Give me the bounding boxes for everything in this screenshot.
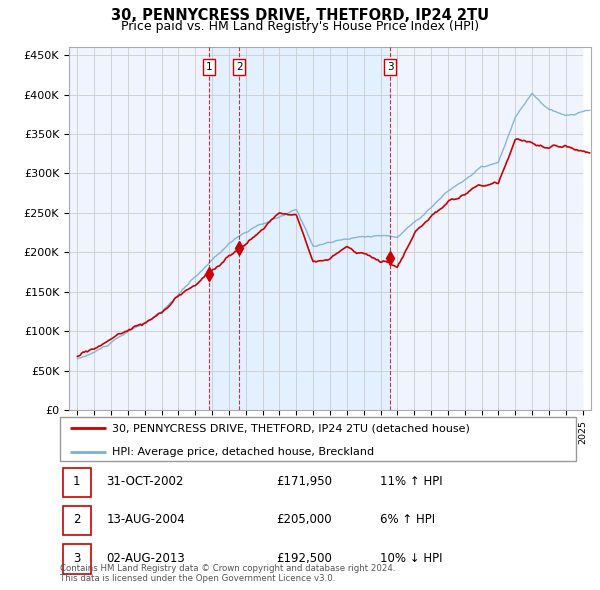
Text: 13-AUG-2004: 13-AUG-2004	[106, 513, 185, 526]
Text: Price paid vs. HM Land Registry's House Price Index (HPI): Price paid vs. HM Land Registry's House …	[121, 20, 479, 33]
Text: 1: 1	[206, 62, 212, 72]
FancyBboxPatch shape	[62, 506, 91, 535]
Bar	[583, 47, 591, 410]
Text: £171,950: £171,950	[277, 475, 333, 488]
Text: 30, PENNYCRESS DRIVE, THETFORD, IP24 2TU: 30, PENNYCRESS DRIVE, THETFORD, IP24 2TU	[111, 8, 489, 22]
Bar	[209, 47, 390, 410]
Text: 6% ↑ HPI: 6% ↑ HPI	[380, 513, 435, 526]
Text: 3: 3	[387, 62, 394, 72]
Text: 02-AUG-2013: 02-AUG-2013	[106, 552, 185, 565]
Text: 2: 2	[236, 62, 243, 72]
Text: Contains HM Land Registry data © Crown copyright and database right 2024.
This d: Contains HM Land Registry data © Crown c…	[60, 563, 395, 583]
Text: 2: 2	[73, 513, 80, 526]
Text: 31-OCT-2002: 31-OCT-2002	[106, 475, 184, 488]
FancyBboxPatch shape	[62, 468, 91, 497]
Text: 1: 1	[73, 475, 80, 488]
Text: £192,500: £192,500	[277, 552, 332, 565]
Text: 11% ↑ HPI: 11% ↑ HPI	[380, 475, 443, 488]
Text: £205,000: £205,000	[277, 513, 332, 526]
Text: 3: 3	[73, 552, 80, 565]
FancyBboxPatch shape	[60, 417, 576, 461]
Text: HPI: Average price, detached house, Breckland: HPI: Average price, detached house, Brec…	[112, 447, 374, 457]
Text: 30, PENNYCRESS DRIVE, THETFORD, IP24 2TU (detached house): 30, PENNYCRESS DRIVE, THETFORD, IP24 2TU…	[112, 423, 469, 433]
FancyBboxPatch shape	[62, 545, 91, 573]
Text: 10% ↓ HPI: 10% ↓ HPI	[380, 552, 442, 565]
